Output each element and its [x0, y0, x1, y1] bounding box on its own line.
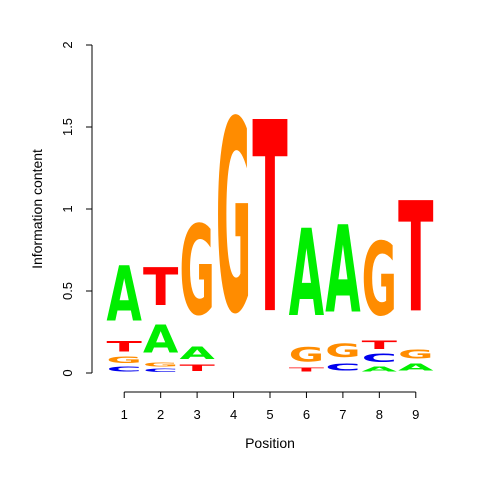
- x-tick-label: 1: [121, 407, 128, 422]
- y-tick-label: 0.5: [60, 282, 75, 300]
- letter-T-pos6: T: [289, 366, 324, 373]
- letter-A-pos1: A: [107, 250, 143, 338]
- letter-G-pos3: G: [179, 199, 214, 343]
- letter-G-pos2: G: [143, 362, 178, 368]
- x-tick-label: 2: [157, 407, 164, 422]
- letter-A-pos7: A: [325, 202, 360, 341]
- x-tick-label: 7: [339, 407, 346, 422]
- letter-T-pos8: T: [362, 339, 398, 352]
- x-axis-label: Position: [245, 435, 295, 451]
- x-tick-label: 9: [412, 407, 419, 422]
- letter-G-pos9: G: [398, 347, 433, 361]
- y-tick-label: 2: [60, 41, 75, 48]
- letter-G-pos7: G: [325, 340, 360, 361]
- letter-C-pos7: C: [325, 362, 360, 373]
- letter-T-pos9: T: [398, 170, 433, 347]
- letter-G-pos8: G: [362, 222, 397, 339]
- letter-A-pos3: A: [179, 344, 215, 364]
- letter-G-pos6: G: [289, 344, 324, 367]
- y-axis: 0 0.5 1 1.5 2: [60, 41, 93, 377]
- letter-A-pos2: A: [143, 317, 179, 361]
- letter-G-pos4: G: [216, 66, 251, 373]
- y-tick-label: 0: [60, 369, 75, 376]
- x-tick-label: 5: [266, 407, 273, 422]
- letter-T-pos2: T: [143, 258, 179, 318]
- letter-T-pos3: T: [179, 363, 215, 373]
- y-tick-label: 1: [60, 205, 75, 212]
- y-tick-label: 1.5: [60, 118, 75, 136]
- letter-A-pos9: A: [398, 361, 434, 373]
- x-tick-label: 3: [193, 407, 200, 422]
- letter-C-pos8: C: [362, 352, 397, 365]
- x-axis: 1 2 3 4 5 6 7 8 9: [121, 391, 419, 422]
- letter-A-pos8: A: [362, 365, 398, 373]
- x-tick-label: 4: [230, 407, 237, 422]
- letter-G-pos1: G: [107, 355, 142, 365]
- letter-C-pos2: C: [143, 368, 178, 373]
- x-tick-label: 6: [303, 407, 310, 422]
- letter-T-pos1: T: [107, 339, 142, 355]
- letter-T-pos5: T: [252, 67, 287, 372]
- y-axis-label: Information content: [29, 149, 45, 269]
- letter-C-pos1: C: [107, 365, 142, 373]
- x-tick-label: 8: [376, 407, 383, 422]
- letter-A-pos6: A: [289, 205, 324, 344]
